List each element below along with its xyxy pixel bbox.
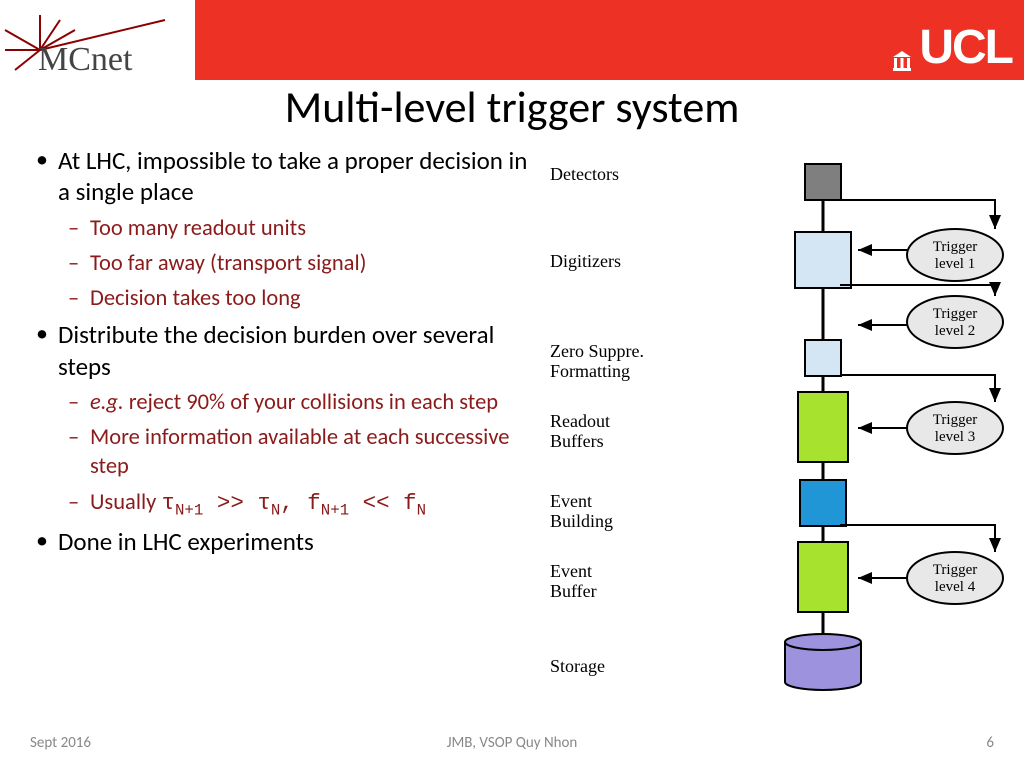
sub-bullet-item: Too many readout units (58, 214, 535, 243)
svg-text:level 3: level 3 (935, 429, 975, 445)
sub-bullet-item: e.g. reject 90% of your collisions in ea… (58, 388, 535, 417)
ucl-text: UCL (919, 20, 1012, 75)
svg-text:level 4: level 4 (935, 579, 976, 595)
slide-title: Multi-level trigger system (0, 80, 1024, 134)
mcnet-text: MCnet (38, 41, 133, 78)
sub-bullet-item: Decision takes too long (58, 284, 535, 313)
mcnet-logo: MCnet (0, 10, 195, 85)
bullet-item: At LHC, impossible to take a proper deci… (30, 145, 535, 313)
svg-text:Trigger: Trigger (933, 306, 977, 322)
svg-text:Formatting: Formatting (550, 361, 630, 381)
sub-bullet-item: Too far away (transport signal) (58, 249, 535, 278)
ucl-logo: UCL (891, 20, 1012, 75)
bullet-item: Distribute the decision burden over seve… (30, 319, 535, 520)
svg-text:Trigger: Trigger (933, 562, 977, 578)
content-bullets: At LHC, impossible to take a proper deci… (30, 145, 535, 564)
svg-text:Readout: Readout (550, 411, 610, 431)
bullet-item: Done in LHC experiments (30, 526, 535, 557)
svg-text:Trigger: Trigger (933, 412, 977, 428)
svg-text:level 1: level 1 (935, 256, 975, 272)
svg-text:level 2: level 2 (935, 323, 975, 339)
trigger-diagram: Detectors Digitizers Zero Suppre.Formattin… (540, 150, 1010, 710)
svg-text:Detectors: Detectors (550, 164, 619, 184)
svg-text:Building: Building (550, 511, 613, 531)
sub-bullet-item: More information available at each succe… (58, 423, 535, 482)
footer-pagenum: 6 (986, 734, 994, 752)
svg-text:Digitizers: Digitizers (550, 251, 621, 271)
svg-text:Trigger: Trigger (933, 239, 977, 255)
ucl-portico-icon (891, 28, 913, 50)
footer-author: JMB, VSOP Quy Nhon (0, 734, 1024, 752)
footer: Sept 2016 JMB, VSOP Quy Nhon 6 (0, 734, 1024, 758)
svg-text:Zero Suppre.: Zero Suppre. (550, 341, 644, 361)
sub-bullet-item: Usually τN+1 >> τN, fN+1 << fN (58, 488, 535, 521)
svg-text:Storage: Storage (550, 656, 605, 676)
svg-text:Event: Event (550, 491, 592, 511)
svg-text:Buffers: Buffers (550, 431, 604, 451)
svg-text:Buffer: Buffer (550, 581, 597, 601)
svg-text:Event: Event (550, 561, 592, 581)
